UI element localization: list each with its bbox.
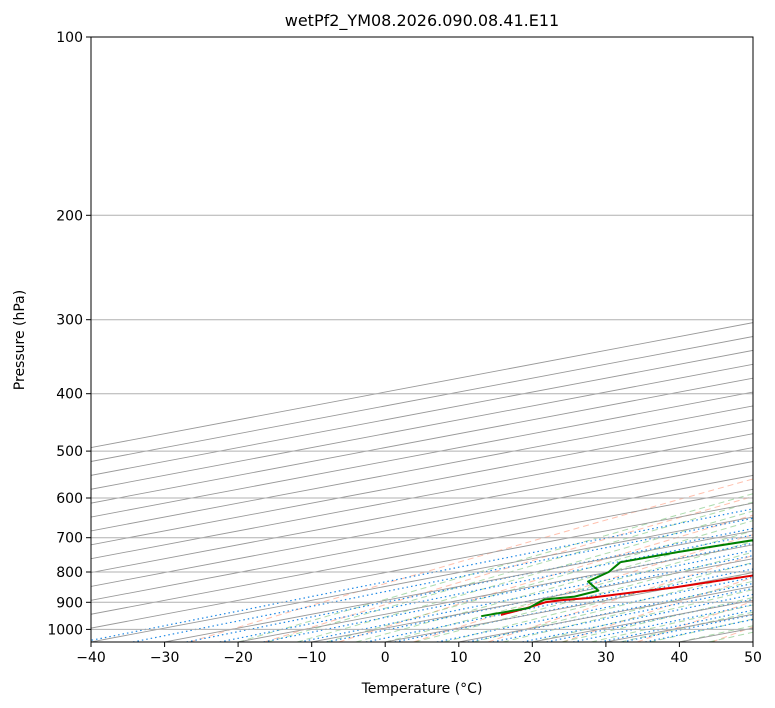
isotherm-line <box>605 613 753 642</box>
moist-adiabat-line <box>296 510 753 642</box>
isotherm-line <box>91 461 753 587</box>
dry-adiabat-line <box>637 600 753 642</box>
y-tick-label: 600 <box>56 491 83 507</box>
mixing-ratio-line <box>219 534 753 642</box>
isotherm-line <box>91 447 753 574</box>
isotherm-line <box>458 586 753 642</box>
dry-adiabat-line <box>189 478 753 642</box>
moist-adiabats <box>237 493 753 642</box>
isotherm-line <box>91 363 753 490</box>
x-tick-label: 40 <box>670 650 688 666</box>
x-tick-label: −10 <box>297 650 327 666</box>
mixing-ratio-line <box>326 554 753 642</box>
plot-area: −100−90−80−70−60−50−40−30−20−10010203040… <box>91 37 753 642</box>
x-tick-label: −30 <box>150 650 180 666</box>
y-axis-ticks: 1000 900 800 700 600 500 400 300 200 100 <box>47 30 91 638</box>
mixing-ratio-line <box>365 562 753 642</box>
x-axis-title: Temperature (°C) <box>361 681 483 697</box>
dry-adiabat-line <box>264 496 753 642</box>
mixing-ratio-line <box>622 614 753 642</box>
y-tick-label: 700 <box>56 531 83 547</box>
isotherm-line <box>91 322 753 449</box>
y-tick-label: 100 <box>56 30 83 46</box>
y-tick-label: 500 <box>56 444 83 460</box>
plot-frame <box>90 36 754 643</box>
isotherm-line <box>679 627 753 642</box>
moist-adiabat-line <box>443 561 753 642</box>
isotherm-line <box>91 474 753 601</box>
y-tick-label: 400 <box>56 387 83 403</box>
isotherm-line <box>91 336 753 462</box>
moist-adiabat-line <box>649 618 753 642</box>
dry-adiabat-line <box>487 554 753 642</box>
x-tick-label: −20 <box>223 650 253 666</box>
mixing-ratio-line <box>91 508 753 641</box>
y-tick-label: 1000 <box>47 622 83 638</box>
isotherm-line <box>311 558 753 642</box>
x-tick-label: 0 <box>381 650 390 666</box>
dry-adiabat-line <box>562 577 753 642</box>
x-tick-label: −40 <box>76 650 106 666</box>
x-axis-ticks: −40 −30 −20 −10 0 10 20 30 40 50 <box>76 642 762 666</box>
isotherm-line <box>91 488 753 615</box>
y-tick-label: 200 <box>56 208 83 224</box>
isotherm-line <box>91 349 753 476</box>
moist-adiabat-line <box>326 520 753 642</box>
y-tick-label: 800 <box>56 565 83 581</box>
y-axis-title: Pressure (hPa) <box>12 290 28 390</box>
x-tick-label: 20 <box>523 650 541 666</box>
isotherm-line <box>91 516 753 642</box>
dry-adiabats <box>189 478 753 642</box>
y-tick-label: 900 <box>56 595 83 611</box>
profile-series <box>481 539 753 618</box>
x-tick-label: 10 <box>450 650 468 666</box>
isotherm-line <box>91 391 753 518</box>
moist-adiabat-line <box>502 580 753 642</box>
pressure-gridlines <box>91 37 753 630</box>
moist-adiabat-line <box>561 596 753 642</box>
isotherm-line <box>91 405 753 532</box>
moist-adiabat-line <box>355 530 753 642</box>
dry-adiabat-line <box>711 626 753 642</box>
isotherms <box>91 322 753 642</box>
temperature-profile-line <box>500 574 753 616</box>
isotherm-line <box>164 530 753 642</box>
x-tick-label: 50 <box>744 650 762 666</box>
moist-adiabat-line <box>414 551 753 642</box>
dry-adiabat-line <box>338 514 753 642</box>
dewpoint-profile-line <box>481 539 753 618</box>
x-tick-label: 30 <box>597 650 615 666</box>
isotherm-line <box>91 377 753 504</box>
isotherm-line <box>91 502 753 629</box>
mixing-ratio-line <box>436 576 753 642</box>
isotherm-line <box>91 419 753 546</box>
moist-adiabat-line <box>267 501 753 642</box>
isotherm-line <box>238 544 753 642</box>
moist-adiabat-line <box>679 625 753 642</box>
chart-title: wetPf2_YM08.2026.090.08.41.E11 <box>285 11 559 31</box>
y-tick-label: 300 <box>56 313 83 329</box>
moist-adiabat-line <box>532 589 753 642</box>
isotherm-line <box>752 641 753 642</box>
isotherm-line <box>91 433 753 560</box>
